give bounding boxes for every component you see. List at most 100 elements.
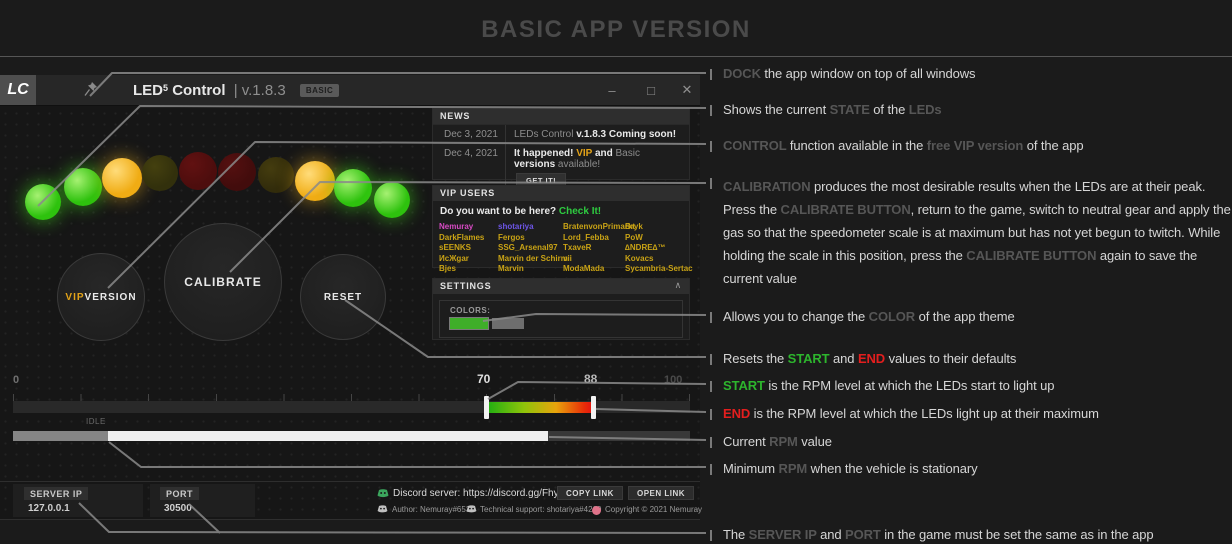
calibrate-button[interactable]: CALIBRATE <box>164 223 282 341</box>
vip-users-column: Nemuray DarkFlames sEENKS ИcЖgar Bjes <box>439 222 498 275</box>
server-ip-value[interactable]: 127.0.0.1 <box>28 503 70 514</box>
text-segment: START <box>787 351 834 366</box>
vip-user: Sycambria-Sertac <box>625 264 693 274</box>
idle-rpm-segment <box>13 431 108 441</box>
vip-user: Lord_Febba <box>563 232 609 242</box>
text-segment: produces the most desirable results when… <box>723 179 1206 217</box>
text-segment: CALIBRATE BUTTON <box>780 202 911 217</box>
color-swatch-gray[interactable] <box>492 318 524 329</box>
text-segment: PORT <box>845 527 885 542</box>
vip-user: ModaMada <box>563 264 605 274</box>
vip-user: BratenvonPrimarkt <box>563 222 636 231</box>
scale-min-label: 0 <box>13 374 20 386</box>
text-segment: LEDs Control <box>514 129 577 140</box>
colors-label: COLORS: <box>450 306 491 315</box>
text-segment: VERSION <box>84 291 137 303</box>
vip-version-button[interactable]: VIP VERSION <box>57 253 145 341</box>
text-segment: of the app <box>1026 138 1084 153</box>
color-swatch-green[interactable] <box>449 317 489 330</box>
minimize-button[interactable]: – <box>608 82 616 98</box>
text-segment: Current <box>723 434 770 449</box>
current-rpm-bar <box>108 431 548 441</box>
copy-link-button[interactable]: COPY LINK <box>557 486 623 500</box>
vip-user: SSG_Arsenal97 <box>498 243 558 253</box>
text-segment: Do you want to be here? <box>440 206 559 217</box>
text-segment: of the app theme <box>918 309 1015 324</box>
text-segment: END <box>857 351 889 366</box>
end-handle[interactable] <box>591 396 596 419</box>
note-color: Allows you to change the COLOR of the ap… <box>710 309 1015 324</box>
open-link-button[interactable]: OPEN LINK <box>628 486 695 500</box>
window-version: | v.1.8.3 <box>233 82 286 99</box>
text-segment: CALIBRATION <box>723 179 814 194</box>
note-reset: Resets the START and END values to their… <box>710 351 1016 366</box>
window-title-sup: 5 <box>163 83 169 93</box>
discord-server-link: Discord server: https://discord.gg/FhyHs… <box>393 488 599 499</box>
text-segment: v.1.8.3 Coming soon! <box>576 129 677 140</box>
reset-button[interactable]: RESET <box>300 254 386 340</box>
text-segment: CONTROL <box>723 138 790 153</box>
support-text: Technical support: shotariya#4269 <box>480 505 602 514</box>
note-min-rpm: Minimum RPM when the vehicle is stationa… <box>710 461 978 476</box>
rpm-bar-remainder <box>548 431 690 441</box>
note-calibration: CALIBRATION produces the most desirable … <box>710 175 1232 290</box>
check-it-link[interactable]: Check It! <box>558 206 602 217</box>
vip-users-header: VIP USERS <box>433 186 689 201</box>
vip-user: shotariya <box>498 222 534 231</box>
text-segment: value <box>801 434 832 449</box>
start-handle[interactable] <box>484 396 489 419</box>
vip-users-panel: VIP USERS Do you want to be here? Check … <box>432 185 693 273</box>
led-indicator <box>258 157 294 193</box>
text-segment: and <box>833 351 858 366</box>
text-segment: again to save the current value <box>723 248 1198 286</box>
note-current-rpm: Current RPM value <box>710 434 832 449</box>
text-segment: versions <box>514 159 558 170</box>
vip-user: vii <box>563 253 572 263</box>
text-segment: is the RPM level at which the LEDs light… <box>753 406 1099 421</box>
basic-badge: BASIC <box>299 84 340 97</box>
note-server: The SERVER IP and PORT in the game must … <box>710 527 1154 542</box>
vip-user: Bryk <box>625 222 643 231</box>
scale-end-label: 88 <box>584 372 598 386</box>
text-segment: DOCK <box>723 66 765 81</box>
header-divider <box>0 56 1232 57</box>
footer-divider <box>0 481 700 482</box>
discord-icon <box>377 505 388 513</box>
led-indicator <box>142 155 178 191</box>
text-segment: COLOR <box>868 309 919 324</box>
text-segment: Allows you to change the <box>723 309 869 324</box>
scale-max-label: 100 <box>664 374 683 386</box>
close-button[interactable]: ✕ <box>681 82 693 97</box>
led-indicator <box>25 184 61 220</box>
author-text: Author: Nemuray#6538 <box>392 505 475 514</box>
news-row: Dec 3, 2021 LEDs Control v.1.8.3 Coming … <box>433 124 689 143</box>
text-segment: STATE <box>829 102 874 117</box>
text-segment: Resets the <box>723 351 788 366</box>
text-segment: The <box>723 527 749 542</box>
port-value[interactable]: 30500 <box>164 503 192 514</box>
text-segment: the app window on top of all windows <box>764 66 976 81</box>
text-segment: RPM <box>778 461 811 476</box>
text-segment: VIP <box>576 148 595 159</box>
vip-user: sEENKS <box>439 243 472 253</box>
pin-icon[interactable] <box>84 81 98 97</box>
slider-ticks <box>13 394 690 401</box>
chevron-up-icon[interactable]: ∧ <box>674 280 682 290</box>
text-segment: SERVER IP <box>748 527 821 542</box>
text-segment: and <box>594 148 616 159</box>
vip-user: Marvin der Schirm <box>498 253 568 263</box>
window-title: LED5 Control | v.1.8.3 BASIC <box>133 82 340 99</box>
note-dock: DOCK the app window on top of all window… <box>710 66 976 81</box>
text-segment: CALIBRATE BUTTON <box>966 248 1100 263</box>
page-title: BASIC APP VERSION <box>481 16 751 43</box>
text-segment: , return to the game, switch to neutral … <box>723 202 1231 263</box>
idle-label: IDLE <box>86 417 106 426</box>
note-led-state: Shows the current STATE of the LEDs <box>710 102 942 117</box>
text-segment: values to their defaults <box>888 351 1017 366</box>
scale-start-label: 70 <box>477 372 491 386</box>
copyright-text: Copyright © 2021 Nemuray <box>605 505 703 514</box>
text-segment: available! <box>557 159 601 170</box>
maximize-button[interactable]: □ <box>647 82 655 98</box>
settings-header-label: SETTINGS <box>440 281 492 291</box>
